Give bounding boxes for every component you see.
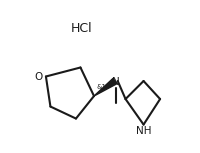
Text: NH: NH — [136, 126, 151, 136]
Text: HCl: HCl — [71, 22, 93, 35]
Text: &1: &1 — [97, 84, 107, 90]
Text: N: N — [112, 77, 120, 87]
Text: O: O — [34, 71, 43, 82]
Polygon shape — [94, 78, 117, 96]
